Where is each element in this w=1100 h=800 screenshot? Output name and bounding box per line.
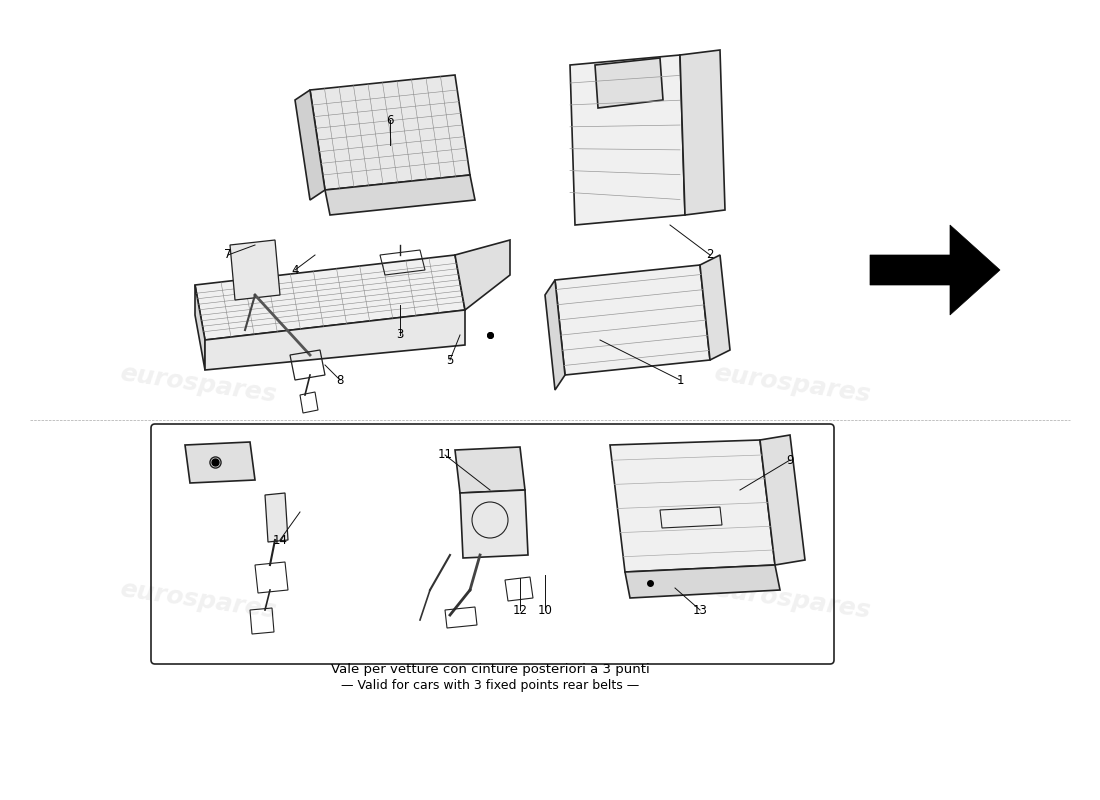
Polygon shape — [265, 493, 288, 542]
Polygon shape — [455, 447, 525, 493]
Text: 1: 1 — [676, 374, 684, 386]
Polygon shape — [205, 310, 465, 370]
Polygon shape — [700, 255, 730, 360]
Text: 3: 3 — [396, 329, 404, 342]
Text: 11: 11 — [438, 449, 452, 462]
Polygon shape — [760, 435, 805, 565]
Text: eurospares: eurospares — [118, 361, 278, 407]
Text: eurospares: eurospares — [118, 577, 278, 623]
Polygon shape — [570, 55, 685, 225]
Text: — Valid for cars with 3 fixed points rear belts —: — Valid for cars with 3 fixed points rea… — [341, 679, 639, 693]
Polygon shape — [625, 565, 780, 598]
Polygon shape — [195, 285, 205, 370]
Text: 5: 5 — [447, 354, 453, 366]
Text: 13: 13 — [693, 603, 707, 617]
Polygon shape — [460, 490, 528, 558]
Polygon shape — [595, 58, 663, 108]
Polygon shape — [230, 240, 280, 300]
Polygon shape — [195, 255, 465, 340]
Polygon shape — [544, 280, 565, 390]
Text: eurospares: eurospares — [712, 577, 872, 623]
Polygon shape — [680, 50, 725, 215]
Text: Vale per vetture con cinture posteriori a 3 punti: Vale per vetture con cinture posteriori … — [331, 663, 649, 677]
Text: 8: 8 — [337, 374, 343, 386]
Text: 10: 10 — [538, 603, 552, 617]
Text: 9: 9 — [786, 454, 794, 466]
Text: eurospares: eurospares — [712, 361, 872, 407]
Polygon shape — [870, 225, 1000, 315]
Polygon shape — [295, 90, 324, 200]
Text: 14: 14 — [273, 534, 287, 546]
Text: 6: 6 — [386, 114, 394, 126]
Polygon shape — [310, 75, 470, 190]
Polygon shape — [610, 440, 775, 572]
Text: 4: 4 — [292, 263, 299, 277]
Polygon shape — [455, 240, 510, 310]
Text: 2: 2 — [706, 249, 714, 262]
Polygon shape — [185, 442, 255, 483]
Polygon shape — [556, 265, 710, 375]
Polygon shape — [324, 175, 475, 215]
Text: 7: 7 — [224, 249, 232, 262]
Text: 12: 12 — [513, 603, 528, 617]
